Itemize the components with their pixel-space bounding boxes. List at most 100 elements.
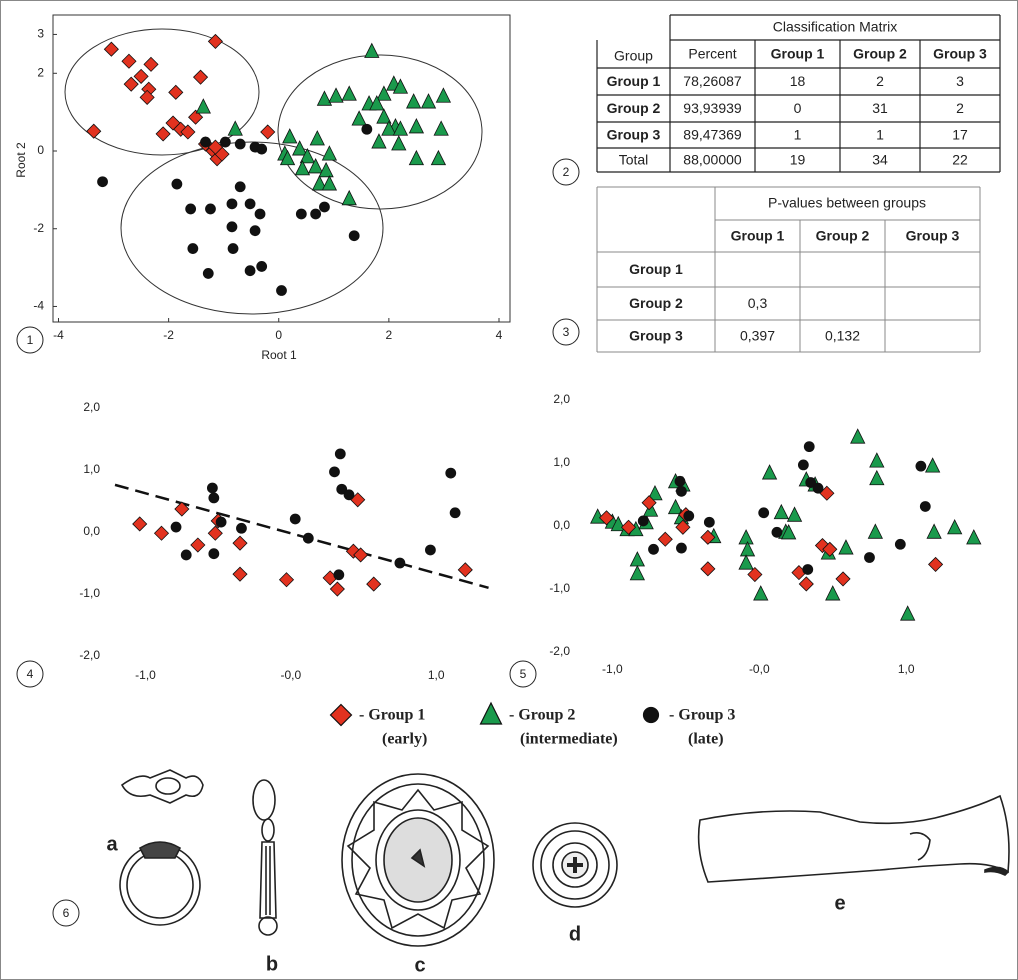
artifact-label: d bbox=[569, 923, 581, 945]
legend-label: - Group 2 bbox=[509, 707, 575, 724]
circle-marker bbox=[311, 209, 321, 219]
y-tick-label: 3 bbox=[37, 27, 44, 41]
circle-marker bbox=[644, 708, 659, 723]
circle-marker bbox=[329, 467, 339, 477]
panel-number: 4 bbox=[27, 667, 34, 681]
table-cell: 31 bbox=[872, 100, 888, 116]
circle-marker bbox=[257, 144, 267, 154]
circle-marker bbox=[649, 544, 659, 554]
circle-marker bbox=[255, 209, 265, 219]
circle-marker bbox=[446, 468, 456, 478]
circle-marker bbox=[296, 209, 306, 219]
circle-marker bbox=[425, 545, 435, 555]
circle-marker bbox=[245, 266, 255, 276]
y-tick-label: 2,0 bbox=[553, 392, 570, 406]
x-tick-label: 2 bbox=[386, 328, 393, 342]
legend-note: (intermediate) bbox=[520, 731, 618, 748]
circle-marker bbox=[813, 483, 823, 493]
table-cell: 0,397 bbox=[740, 328, 775, 344]
y-tick-label: 1,0 bbox=[553, 455, 570, 469]
table-cell: 1 bbox=[876, 127, 884, 143]
circle-marker bbox=[864, 553, 874, 563]
circle-marker bbox=[772, 527, 782, 537]
x-tick-label: -0,0 bbox=[281, 668, 302, 682]
table-cell: 2 bbox=[956, 100, 964, 116]
row-header: Total bbox=[619, 152, 649, 168]
circle-marker bbox=[257, 261, 267, 271]
table-cell: 1 bbox=[794, 127, 802, 143]
table-cell: 0,132 bbox=[825, 328, 860, 344]
circle-marker bbox=[335, 449, 345, 459]
y-tick-label: -2 bbox=[33, 221, 44, 235]
circle-marker bbox=[916, 461, 926, 471]
circle-marker bbox=[450, 508, 460, 518]
row-header: Group 3 bbox=[607, 127, 661, 143]
table-title: Classification Matrix bbox=[773, 19, 897, 35]
y-tick-label: -4 bbox=[33, 299, 44, 313]
circle-marker bbox=[98, 177, 108, 187]
x-tick-label: -1,0 bbox=[602, 662, 623, 676]
x-tick-label: -1,0 bbox=[135, 668, 156, 682]
circle-marker bbox=[675, 476, 685, 486]
circle-marker bbox=[227, 199, 237, 209]
row-header: Group 3 bbox=[629, 328, 683, 344]
artifact-label: c bbox=[414, 954, 425, 976]
column-header: Group 1 bbox=[731, 228, 785, 244]
circle-marker bbox=[798, 460, 808, 470]
row-header: Group 1 bbox=[629, 261, 683, 277]
page-border bbox=[1, 1, 1018, 980]
circle-marker bbox=[344, 490, 354, 500]
column-header: Group 3 bbox=[906, 228, 960, 244]
circle-marker bbox=[676, 543, 686, 553]
x-axis-label: Root 1 bbox=[261, 348, 297, 362]
figure: abcde -4-2023-4-2024Root 1Root 22,01,00,… bbox=[0, 0, 1018, 980]
column-header: Group 3 bbox=[933, 46, 987, 62]
circle-marker bbox=[216, 517, 226, 527]
circle-marker bbox=[334, 570, 344, 580]
column-header: Group 2 bbox=[853, 46, 907, 62]
x-tick-label: 1,0 bbox=[898, 662, 915, 676]
table-cell: 19 bbox=[790, 152, 806, 168]
legend-note: (late) bbox=[688, 731, 724, 748]
circle-marker bbox=[684, 511, 694, 521]
circle-marker bbox=[235, 139, 245, 149]
circle-marker bbox=[395, 558, 405, 568]
circle-marker bbox=[203, 268, 213, 278]
artifact-label: e bbox=[834, 892, 845, 914]
panel-number: 2 bbox=[563, 165, 570, 179]
circle-marker bbox=[188, 244, 198, 254]
x-tick-label: -2 bbox=[163, 328, 174, 342]
circle-marker bbox=[205, 204, 215, 214]
x-tick-label: 1,0 bbox=[428, 668, 445, 682]
circle-marker bbox=[704, 517, 714, 527]
circle-marker bbox=[759, 508, 769, 518]
circle-marker bbox=[303, 533, 313, 543]
column-header: Group 2 bbox=[816, 228, 870, 244]
table-cell: 3 bbox=[956, 73, 964, 89]
circle-marker bbox=[245, 199, 255, 209]
circle-marker bbox=[349, 231, 359, 241]
table-cell: 88,00000 bbox=[683, 152, 742, 168]
table-title: P-values between groups bbox=[768, 195, 926, 211]
circle-marker bbox=[201, 137, 211, 147]
y-tick-label: 0 bbox=[37, 143, 44, 157]
circle-marker bbox=[235, 182, 245, 192]
table-cell: 34 bbox=[872, 152, 888, 168]
y-tick-label: -1,0 bbox=[549, 581, 570, 595]
table-cell: 18 bbox=[790, 73, 806, 89]
y-tick-label: -1,0 bbox=[79, 586, 100, 600]
circle-marker bbox=[804, 442, 814, 452]
y-tick-label: 2 bbox=[37, 65, 44, 79]
y-tick-label: 1,0 bbox=[83, 462, 100, 476]
circle-marker bbox=[171, 522, 181, 532]
circle-marker bbox=[186, 204, 196, 214]
row-header: Group 2 bbox=[607, 100, 661, 116]
x-tick-label: -0,0 bbox=[749, 662, 770, 676]
row-header: Group 2 bbox=[629, 295, 683, 311]
circle-marker bbox=[895, 539, 905, 549]
circle-marker bbox=[220, 137, 230, 147]
table-cell: 93,93939 bbox=[683, 100, 742, 116]
y-tick-label: -2,0 bbox=[549, 644, 570, 658]
circle-marker bbox=[319, 202, 329, 212]
y-axis-label: Root 2 bbox=[14, 142, 28, 178]
